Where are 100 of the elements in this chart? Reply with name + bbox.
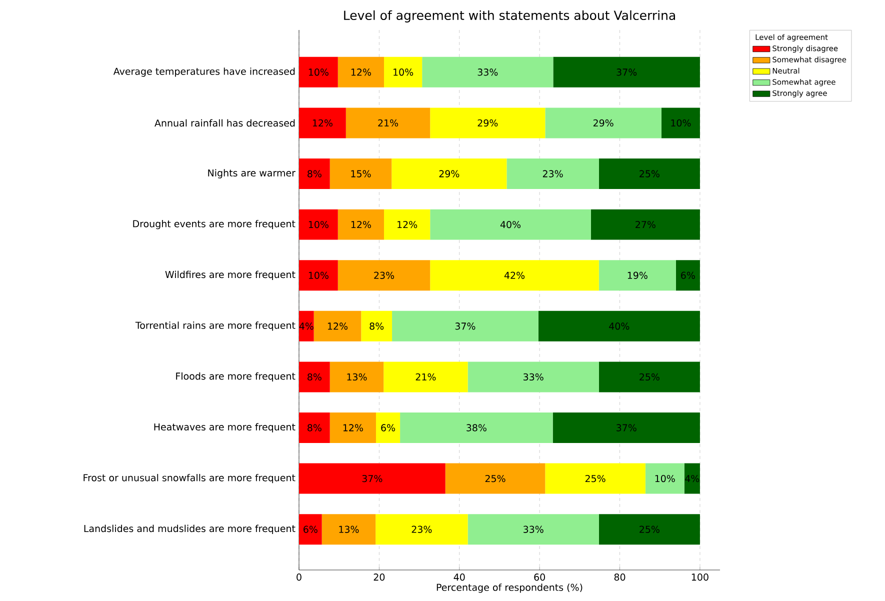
y-tick-label: Heatwaves are more frequent [154, 423, 296, 432]
bar [330, 158, 392, 189]
x-tick-label: 40 [454, 574, 465, 581]
bar [330, 412, 376, 443]
bar [468, 362, 599, 392]
y-tick-label: Frost or unusual snowfalls are more frequent [84, 474, 296, 484]
data-label: 12% [343, 424, 363, 432]
data-label: 40% [500, 220, 521, 228]
data-label: 12% [312, 119, 332, 127]
y-tick-label: Drought events are more frequent [133, 220, 296, 230]
data-label: 37% [616, 424, 636, 432]
data-label: 21% [416, 373, 436, 381]
data-label: 10% [308, 272, 328, 279]
bar [299, 310, 314, 342]
data-label: 12% [398, 220, 418, 228]
data-label: 6% [304, 526, 318, 533]
bar [338, 209, 384, 240]
bar [361, 310, 392, 342]
data-label: 13% [347, 373, 367, 381]
bar [299, 412, 330, 443]
bar [545, 108, 662, 138]
data-label: 33% [524, 526, 544, 533]
data-label: 10% [671, 119, 691, 127]
y-tick-label: Floods are more frequent [176, 372, 296, 382]
data-label: 10% [308, 220, 328, 228]
bar [598, 260, 676, 291]
bar [376, 514, 468, 545]
bar [299, 158, 330, 189]
data-label: 29% [593, 119, 614, 127]
data-label: 25% [640, 170, 660, 178]
data-label: 37% [616, 68, 637, 76]
bar [338, 56, 384, 88]
bar [445, 463, 546, 494]
x-tick-label: 0 [296, 574, 302, 581]
bar [384, 56, 422, 88]
y-tick-label: Wildfires are more frequent [165, 270, 296, 280]
data-label: 8% [308, 170, 322, 178]
bar [684, 463, 700, 494]
data-label: 12% [328, 322, 348, 330]
data-label: 42% [504, 272, 525, 279]
x-axis-title: Percentage of respondents (%) [436, 584, 582, 593]
y-tick-label: Annual rainfall has decreased [154, 119, 295, 127]
data-label: 8% [308, 424, 322, 432]
bar [384, 362, 468, 392]
data-label: 25% [585, 474, 606, 482]
data-label: 23% [374, 272, 394, 279]
x-tick-label: 60 [534, 574, 545, 581]
data-label: 33% [524, 373, 544, 381]
bar [400, 412, 553, 443]
bar [553, 56, 700, 88]
data-label: 8% [370, 322, 384, 330]
bar [376, 412, 400, 443]
data-label: 23% [412, 526, 432, 533]
data-label: 13% [339, 526, 359, 533]
data-label: 37% [455, 322, 476, 330]
bar [661, 108, 700, 138]
data-label: 10% [655, 474, 675, 482]
bar [299, 108, 346, 138]
bar [590, 209, 700, 240]
bar [299, 209, 338, 240]
bar [392, 158, 507, 189]
bar [299, 260, 338, 291]
data-label: 37% [362, 474, 382, 482]
data-label: 12% [351, 220, 371, 228]
bar [422, 56, 554, 88]
x-tick-label: 100 [692, 574, 708, 581]
bar [330, 362, 384, 392]
data-label: 10% [308, 68, 328, 76]
bar [299, 56, 338, 88]
bar [384, 209, 430, 240]
bar [645, 463, 684, 494]
bar [545, 463, 646, 494]
data-label: 29% [439, 170, 460, 178]
bar [299, 362, 330, 392]
data-label: 15% [351, 170, 371, 178]
y-tick-label: Landslides and mudslides are more frequent [84, 524, 296, 534]
bar [552, 412, 700, 443]
x-tick-label: 80 [614, 574, 626, 581]
data-label: 4% [299, 322, 314, 330]
y-tick-label: Torrential rains are more frequent [135, 322, 296, 331]
data-label: 33% [478, 68, 498, 76]
data-label: 38% [466, 424, 486, 432]
data-label: 27% [636, 220, 656, 228]
data-label: 12% [351, 68, 371, 76]
bar [299, 463, 446, 494]
data-label: 4% [685, 474, 700, 482]
bar [392, 310, 538, 342]
data-label: 23% [542, 170, 563, 178]
bar [506, 158, 599, 189]
data-label: 25% [640, 373, 660, 381]
bar [676, 260, 700, 291]
bar [346, 108, 430, 138]
bar [338, 260, 430, 291]
chart-title: Level of agreement with statements about Valcerrina [344, 10, 676, 22]
bar [430, 108, 546, 138]
bar [322, 514, 376, 545]
data-label: 19% [628, 272, 648, 279]
data-label: 6% [381, 424, 396, 432]
data-label: 29% [478, 119, 498, 127]
bar [299, 514, 322, 545]
